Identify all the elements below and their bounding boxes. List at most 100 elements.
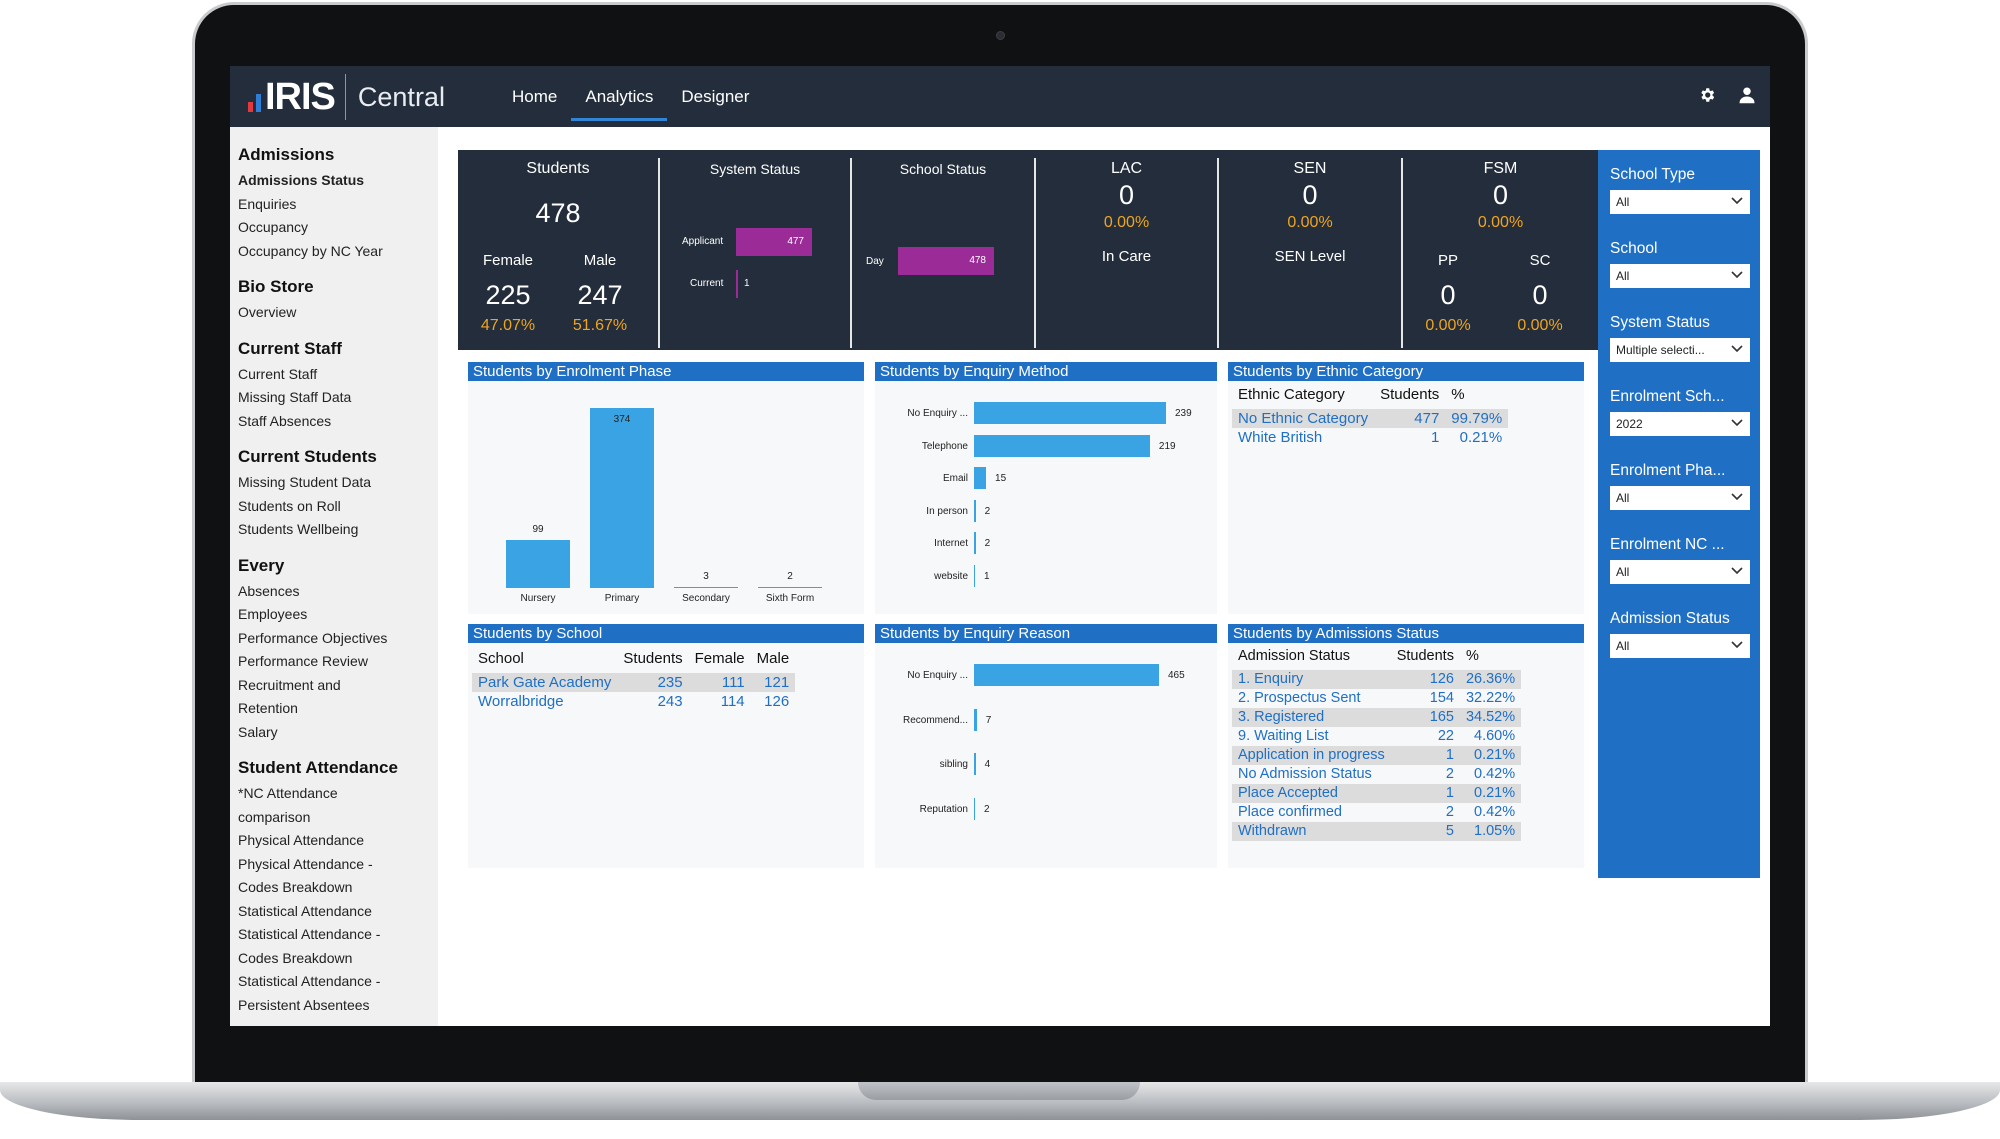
- user-icon[interactable]: [1736, 84, 1758, 106]
- sidebar-group-current-staff: Current Staff Current Staff Missing Staf…: [238, 339, 438, 434]
- male-pct: 51.67%: [572, 317, 628, 334]
- table-row[interactable]: Application in progress 1 0.21%: [1232, 746, 1522, 765]
- sidebar-item-enquiries[interactable]: Enquiries: [238, 195, 297, 212]
- sidebar-item-salary[interactable]: Salary: [238, 723, 278, 740]
- table-row[interactable]: White British 1 0.21%: [1232, 428, 1508, 447]
- column-header[interactable]: %: [1451, 386, 1465, 403]
- sidebar-item-students-on-roll[interactable]: Students on Roll: [238, 497, 341, 514]
- table-cell: 4.60%: [1474, 728, 1516, 744]
- column-header[interactable]: Students: [1396, 648, 1454, 664]
- filter-value: All: [1616, 491, 1630, 505]
- column-header[interactable]: Male: [756, 650, 790, 667]
- system-status-bar-current: [736, 270, 738, 298]
- column-header[interactable]: Students: [1380, 386, 1440, 403]
- filter-dropdown[interactable]: All: [1610, 264, 1750, 288]
- bar: [974, 402, 1166, 424]
- table-cell: Worralbridge: [478, 693, 564, 710]
- filter-dropdown[interactable]: 2022: [1610, 412, 1750, 436]
- sidebar-item-occupancy-nc-year[interactable]: Occupancy by NC Year: [238, 242, 383, 259]
- sidebar-item-admissions-status[interactable]: Admissions Status: [238, 172, 365, 188]
- bar: [974, 499, 976, 522]
- table-row[interactable]: 9. Waiting List 22 4.60%: [1232, 727, 1521, 746]
- sidebar-item-recruitment[interactable]: Recruitment and: [238, 676, 341, 693]
- table-row[interactable]: 2. Prospectus Sent 154 32.22%: [1232, 689, 1521, 708]
- sidebar-item-statistical-attendance-codes[interactable]: Statistical Attendance -: [238, 926, 381, 942]
- table-row[interactable]: Place Accepted 1 0.21%: [1232, 784, 1522, 803]
- sidebar-item-persistent-absentees[interactable]: Persistent Absentees: [238, 996, 370, 1013]
- tick-label: Reputation: [919, 803, 968, 815]
- gear-icon[interactable]: [1696, 84, 1718, 106]
- bar: [974, 434, 1150, 457]
- column-header[interactable]: Students: [623, 650, 683, 667]
- filter-dropdown[interactable]: Multiple selecti...: [1610, 338, 1750, 362]
- sidebar-item-statistical-codes-breakdown[interactable]: Codes Breakdown: [238, 949, 353, 966]
- sidebar-item-statistical-attendance[interactable]: Statistical Attendance: [238, 902, 372, 919]
- table-header-row: Admission Status Students %: [1232, 648, 1521, 670]
- logo-bars-icon: [248, 82, 261, 112]
- table-cell: 121: [750, 673, 796, 692]
- school-table: School Students Female Male Park Gate Ac…: [472, 650, 796, 711]
- sidebar-heading: Every: [238, 555, 285, 575]
- top-icons: [1696, 84, 1758, 106]
- sidebar-item-performance-review[interactable]: Performance Review: [238, 653, 368, 669]
- lac-value: 0: [1118, 180, 1135, 210]
- sidebar-item-overview[interactable]: Overview: [238, 304, 297, 320]
- sidebar-item-absences[interactable]: Absences: [238, 582, 300, 599]
- table-row[interactable]: 3. Registered 165 34.52%: [1232, 708, 1522, 727]
- column-header[interactable]: %: [1465, 648, 1479, 664]
- kpi-divider: [658, 158, 660, 348]
- filter-label: System Status: [1610, 314, 1710, 331]
- nav-designer[interactable]: Designer: [681, 86, 750, 106]
- table-header-row: Ethnic Category Students %: [1232, 386, 1508, 409]
- column-header[interactable]: Admission Status: [1238, 648, 1351, 664]
- table-row[interactable]: 1. Enquiry 126 26.36%: [1232, 670, 1522, 689]
- sidebar-item-nc-attendance-comparison[interactable]: comparison: [238, 808, 311, 825]
- table-row[interactable]: Worralbridge 243 114 126: [472, 692, 795, 711]
- sidebar-item-employees[interactable]: Employees: [238, 606, 308, 622]
- nav-analytics[interactable]: Analytics: [571, 66, 668, 127]
- sidebar-item-performance-objectives[interactable]: Performance Objectives: [238, 629, 388, 646]
- tick-label: Recommend...: [902, 714, 968, 726]
- tick-label: In person: [926, 505, 968, 517]
- female-label: Female: [482, 252, 534, 269]
- table-row[interactable]: Place confirmed 2 0.42%: [1232, 803, 1521, 822]
- sidebar-item-current-staff[interactable]: Current Staff: [238, 365, 318, 382]
- table-cell: 26.36%: [1459, 670, 1522, 689]
- table-row[interactable]: Park Gate Academy 235 111 121: [472, 673, 796, 692]
- table-row[interactable]: No Admission Status 2 0.42%: [1232, 765, 1521, 784]
- sidebar-item-physical-attendance-codes[interactable]: Physical Attendance -: [238, 855, 373, 872]
- sidebar-item-nc-attendance[interactable]: *NC Attendance: [238, 785, 338, 801]
- filter-label: Enrolment Sch...: [1610, 388, 1725, 405]
- table-row[interactable]: Withdrawn 5 1.05%: [1232, 822, 1522, 841]
- tick-label: Email: [942, 473, 968, 484]
- sidebar-item-occupancy[interactable]: Occupancy: [238, 219, 309, 235]
- column-header[interactable]: Female: [694, 650, 745, 667]
- fsm-value: 0: [1492, 180, 1509, 210]
- pp-label: PP: [1437, 252, 1458, 269]
- filter-group: School Type All: [1610, 166, 1760, 214]
- filter-dropdown[interactable]: All: [1610, 190, 1750, 214]
- chevron-down-icon: [1731, 271, 1743, 279]
- nav-home[interactable]: Home: [512, 86, 558, 106]
- sidebar-item-physical-attendance[interactable]: Physical Attendance: [238, 832, 365, 848]
- sidebar-item-statistical-persistent[interactable]: Statistical Attendance -: [238, 973, 381, 989]
- sidebar-item-students-wellbeing[interactable]: Students Wellbeing: [238, 521, 359, 537]
- column-header[interactable]: School: [478, 650, 524, 667]
- sidebar-item-missing-staff-data[interactable]: Missing Staff Data: [238, 389, 352, 405]
- filter-dropdown[interactable]: All: [1610, 634, 1750, 658]
- table-cell: No Ethnic Category: [1232, 409, 1375, 428]
- data-label: 4: [984, 759, 991, 770]
- column-header[interactable]: Ethnic Category: [1238, 386, 1345, 403]
- data-label: 99: [532, 524, 544, 536]
- filter-group: System Status Multiple selecti...: [1610, 314, 1760, 362]
- filter-dropdown[interactable]: All: [1610, 486, 1750, 510]
- sidebar-item-retention[interactable]: Retention: [238, 700, 298, 716]
- logo[interactable]: IRIS Central: [248, 74, 445, 120]
- filter-dropdown[interactable]: All: [1610, 560, 1750, 584]
- filter-group: Enrolment Sch... 2022: [1610, 388, 1760, 436]
- sidebar-group-admissions: Admissions Admissions Status Enquiries O…: [238, 145, 438, 263]
- sidebar-item-staff-absences[interactable]: Staff Absences: [238, 412, 332, 429]
- sidebar-item-missing-student-data[interactable]: Missing Student Data: [238, 474, 372, 490]
- table-row[interactable]: No Ethnic Category 477 99.79%: [1232, 409, 1509, 428]
- sidebar-item-physical-codes-breakdown[interactable]: Codes Breakdown: [238, 879, 353, 895]
